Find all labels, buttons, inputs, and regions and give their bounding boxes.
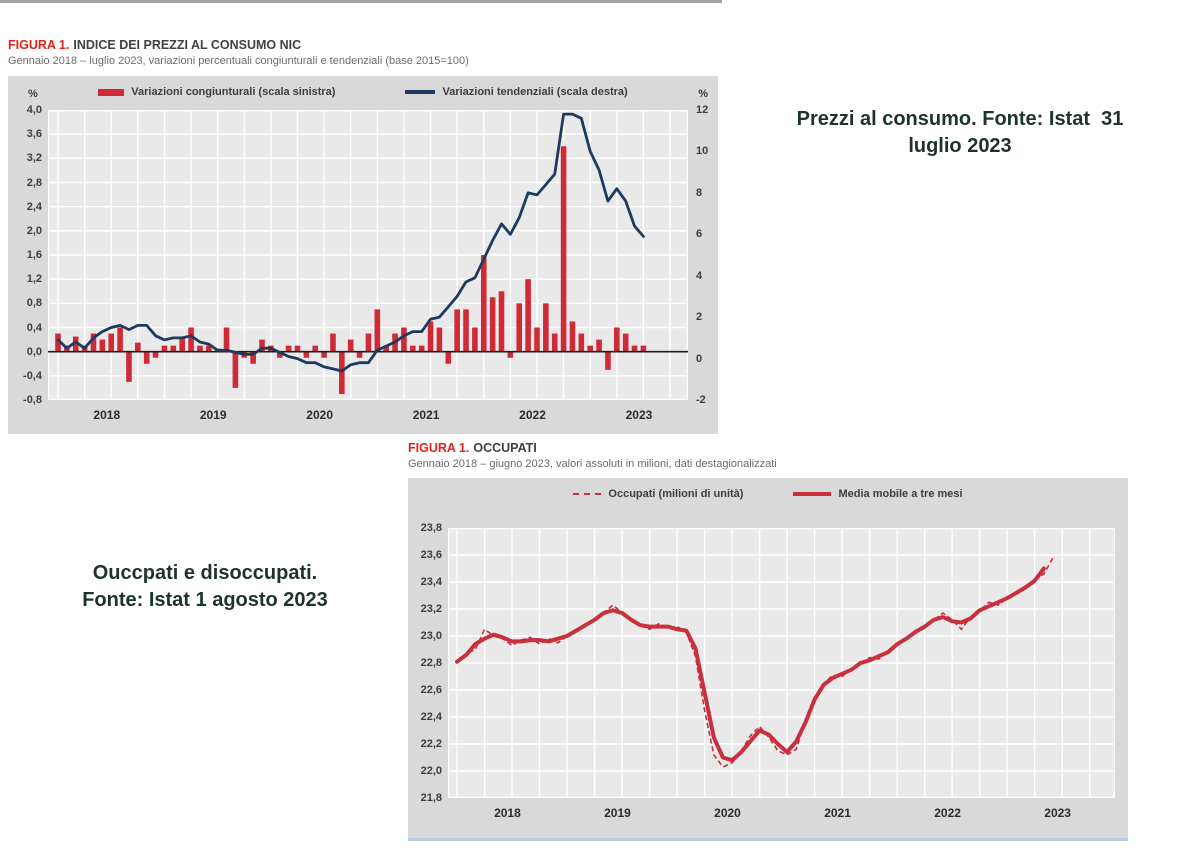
prezzi-chart-panel: Variazioni congiunturali (scala sinistra… <box>8 76 718 434</box>
prezzi-left-axis-tick: 2,8 <box>26 176 42 189</box>
prezzi-left-axis-tick: 2,0 <box>26 224 42 237</box>
prezzi-left-axis-tick: 0,8 <box>26 297 42 310</box>
prezzi-annotation-line2: luglio 2023 <box>908 135 1012 157</box>
legend-label-media-mobile: Media mobile a tre mesi <box>838 488 963 500</box>
prezzi-chart-plot <box>48 110 688 400</box>
occupati-y-axis-tick: 21,8 <box>420 792 442 804</box>
prezzi-right-axis-tick: 6 <box>696 228 703 241</box>
occupati-x-axis-year-label: 2022 <box>934 806 961 820</box>
prezzi-x-axis-year-label: 2019 <box>199 408 227 422</box>
legend-label-occupati: Occupati (milioni di unità) <box>608 488 744 500</box>
legend-item-congiunturali: Variazioni congiunturali (scala sinistra… <box>98 86 335 98</box>
red-dashed-line-swatch-icon <box>573 493 602 495</box>
occupati-x-axis-year-label: 2018 <box>494 806 521 820</box>
occupati-y-axis-tick: 23,0 <box>420 630 442 642</box>
prezzi-annotation: Prezzi al consumo. Fonte: Istat 31 lugli… <box>740 106 1180 160</box>
occupati-y-axis-tick: 22,2 <box>420 738 442 750</box>
legend-item-tendenziali: Variazioni tendenziali (scala destra) <box>405 86 628 98</box>
prezzi-left-axis-tick: 0,0 <box>26 345 42 358</box>
prezzi-figure-subtitle: Gennaio 2018 – luglio 2023, variazioni p… <box>8 55 469 67</box>
prezzi-x-axis-year-label: 2021 <box>412 408 440 422</box>
occupati-y-axis-tick: 23,4 <box>420 576 442 588</box>
occupati-y-axis-tick: 22,8 <box>420 657 442 669</box>
red-bar-swatch-icon <box>98 88 125 96</box>
occupati-figure-title: FIGURA 1. OCCUPATI <box>408 441 537 455</box>
prezzi-left-axis-tick: 3,2 <box>26 152 42 165</box>
left-axis-unit: % <box>28 88 38 100</box>
prezzi-left-axis-tick: 3,6 <box>26 128 42 141</box>
occupati-chart-plot <box>448 528 1115 798</box>
occupati-annotation-line1: Ouccpati e disoccupati. <box>92 562 318 584</box>
occupati-x-axis-year-label: 2023 <box>1044 806 1071 820</box>
occupati-y-axis-tick: 23,2 <box>420 603 442 615</box>
prezzi-right-axis-tick: 8 <box>696 186 703 199</box>
prezzi-right-axis-tick: 4 <box>696 269 703 282</box>
occupati-chart-panel: Occupati (milioni di unità) Media mobile… <box>408 478 1128 841</box>
prezzi-annotation-line1: Prezzi al consumo. Fonte: Istat 31 <box>796 108 1124 130</box>
prezzi-right-axis-tick: 10 <box>696 145 709 158</box>
occupati-y-axis-tick: 22,4 <box>420 711 442 723</box>
occupati-x-axis-year-label: 2020 <box>714 806 741 820</box>
prezzi-left-axis-tick: -0,4 <box>23 369 42 382</box>
prezzi-left-axis-tick: 2,4 <box>26 200 42 213</box>
prezzi-legend: Variazioni congiunturali (scala sinistra… <box>8 86 718 98</box>
occupati-annotation: Ouccpati e disoccupati. Fonte: Istat 1 a… <box>30 560 380 614</box>
occupati-y-axis-tick: 22,6 <box>420 684 442 696</box>
legend-item-media-mobile: Media mobile a tre mesi <box>793 488 963 500</box>
legend-label-tendenziali: Variazioni tendenziali (scala destra) <box>442 86 628 98</box>
prezzi-x-axis-year-label: 2023 <box>625 408 653 422</box>
occupati-figura-label: FIGURA 1. <box>408 441 470 455</box>
occupati-title-text: OCCUPATI <box>473 441 537 455</box>
prezzi-right-axis-tick: 0 <box>696 352 703 365</box>
occupati-figure-subtitle: Gennaio 2018 – giugno 2023, valori assol… <box>408 458 777 470</box>
prezzi-figure-title: FIGURA 1. INDICE DEI PREZZI AL CONSUMO NI… <box>8 38 301 52</box>
prezzi-left-axis-tick: 4,0 <box>26 104 42 116</box>
prezzi-right-axis-tick: -2 <box>696 394 706 406</box>
red-solid-line-swatch-icon <box>793 492 832 496</box>
navy-line-swatch-icon <box>405 90 436 94</box>
prezzi-x-axis-year-label: 2020 <box>306 408 333 422</box>
prezzi-x-axis-year-label: 2022 <box>519 408 546 422</box>
prezzi-left-axis-tick: 0,4 <box>26 321 42 334</box>
occupati-y-axis-tick: 23,6 <box>420 549 442 561</box>
prezzi-right-axis-tick: 2 <box>696 311 703 324</box>
prezzi-left-axis-tick: -0,8 <box>23 394 42 406</box>
legend-item-occupati: Occupati (milioni di unità) <box>573 488 743 500</box>
prezzi-left-axis-tick: 1,2 <box>26 273 42 286</box>
occupati-x-axis-year-label: 2019 <box>604 806 631 820</box>
legend-label-congiunturali: Variazioni congiunturali (scala sinistra… <box>131 86 336 98</box>
occupati-x-axis-year-label: 2021 <box>824 806 851 820</box>
prezzi-right-axis-tick: 12 <box>696 104 709 116</box>
occupati-y-axis-tick: 22,0 <box>420 765 442 777</box>
right-axis-unit: % <box>698 88 708 100</box>
prezzi-x-axis-year-label: 2018 <box>93 408 121 422</box>
prezzi-title-text: INDICE DEI PREZZI AL CONSUMO NIC <box>73 38 302 52</box>
occupati-y-axis-tick: 23,8 <box>420 522 442 534</box>
occupati-annotation-line2: Fonte: Istat 1 agosto 2023 <box>82 589 328 611</box>
prezzi-figura-label: FIGURA 1. <box>8 38 70 52</box>
occupati-legend: Occupati (milioni di unità) Media mobile… <box>408 488 1128 500</box>
prezzi-left-axis-tick: 1,6 <box>26 249 42 261</box>
top-divider-line <box>0 0 722 3</box>
